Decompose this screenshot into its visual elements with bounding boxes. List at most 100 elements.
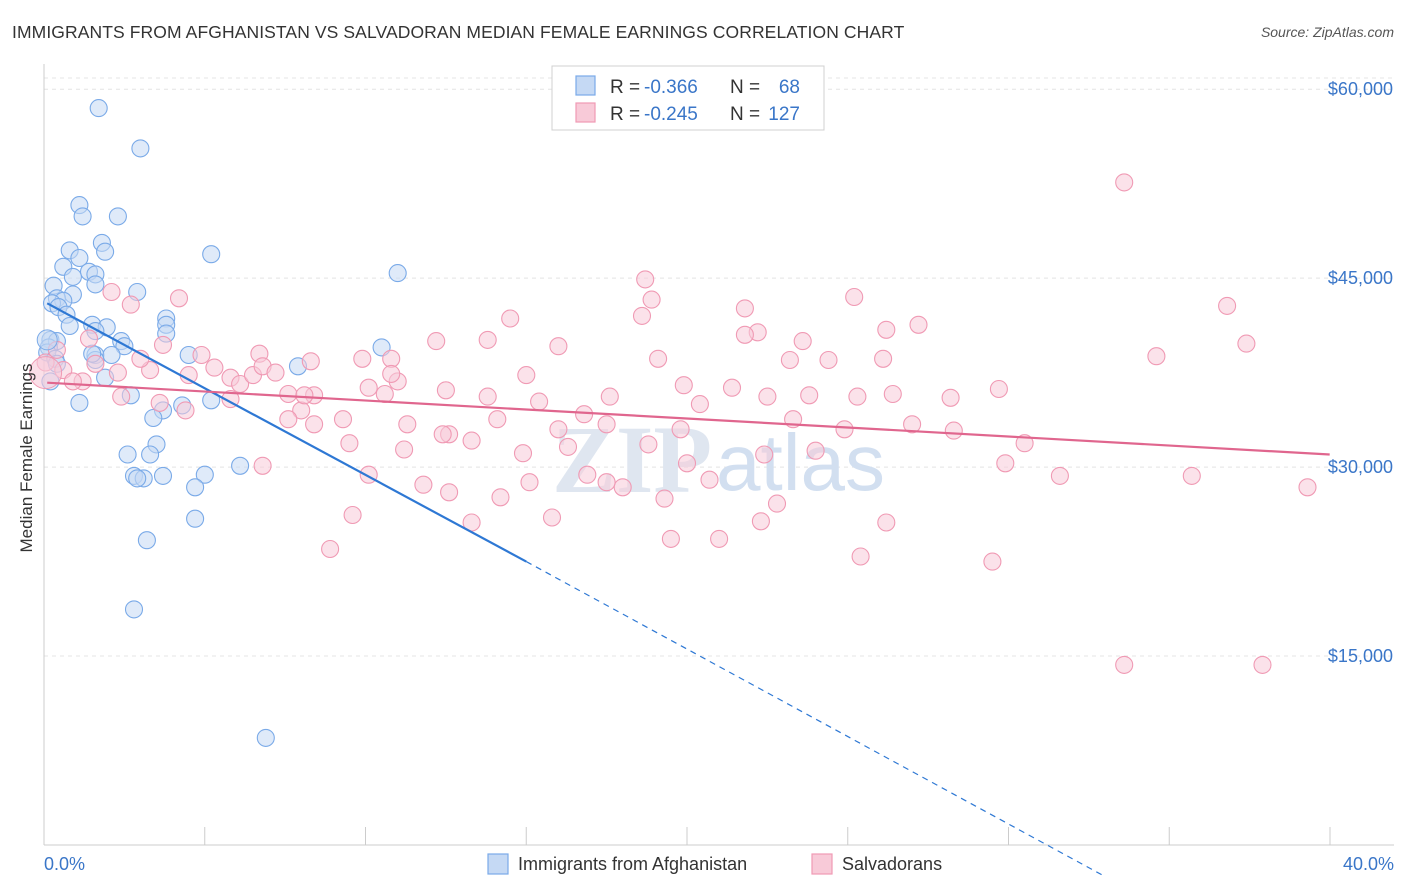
- point-salvadoran: [279, 410, 298, 429]
- point-salvadoran: [597, 473, 616, 492]
- watermark-atlas: atlas: [716, 418, 885, 507]
- point-salvadoran: [63, 372, 82, 391]
- point-afghanistan: [63, 267, 82, 286]
- point-salvadoran: [301, 352, 320, 371]
- point-salvadoran: [903, 415, 922, 434]
- point-salvadoran: [755, 445, 774, 464]
- chart-title: IMMIGRANTS FROM AFGHANISTAN VS SALVADORA…: [12, 22, 905, 42]
- point-afghanistan: [153, 466, 173, 485]
- point-afghanistan: [137, 531, 156, 550]
- point-salvadoran: [169, 289, 189, 308]
- point-salvadoran: [639, 435, 658, 454]
- point-salvadoran: [710, 529, 729, 548]
- axes: [43, 64, 1394, 846]
- point-salvadoran: [176, 401, 195, 420]
- point-salvadoran: [520, 473, 539, 492]
- point-salvadoran: [1253, 655, 1272, 674]
- legend-swatch-afghanistan: [575, 75, 596, 96]
- point-salvadoran: [436, 381, 455, 400]
- point-salvadoran: [613, 478, 632, 497]
- point-salvadoran: [690, 395, 709, 414]
- point-salvadoran: [700, 470, 719, 489]
- point-salvadoran: [661, 529, 680, 548]
- point-salvadoran: [549, 420, 568, 439]
- bottom-legend-label-salvadorans: Salvadorans: [842, 854, 942, 874]
- point-afghanistan-large: [36, 329, 58, 351]
- point-salvadoran: [382, 349, 401, 368]
- point-afghanistan: [195, 465, 214, 484]
- point-salvadoran: [649, 349, 668, 368]
- point-salvadoran: [79, 329, 99, 348]
- point-afghanistan: [231, 456, 250, 475]
- point-salvadoran: [108, 363, 127, 382]
- y-axis-label: Median Female Earnings: [17, 364, 36, 553]
- point-salvadoran: [440, 483, 459, 502]
- point-salvadoran: [848, 387, 867, 406]
- point-salvadoran: [835, 420, 854, 439]
- point-salvadoran: [517, 366, 536, 385]
- point-salvadoran: [340, 434, 359, 453]
- x-tick-label-min: 0.0%: [44, 854, 85, 874]
- point-salvadoran: [735, 325, 754, 344]
- point-salvadoran: [86, 354, 105, 373]
- legend-r-label-1: R =: [610, 77, 640, 98]
- point-salvadoran: [353, 349, 372, 368]
- point-salvadoran: [874, 349, 893, 368]
- point-salvadoran: [1298, 478, 1317, 497]
- point-salvadoran: [179, 366, 198, 385]
- point-salvadoran: [1182, 466, 1201, 485]
- y-tick-label: $45,000: [1328, 268, 1393, 288]
- trend-line-afghanistan-extension: [525, 561, 1106, 878]
- point-salvadoran: [433, 425, 452, 444]
- point-salvadoran: [642, 290, 661, 309]
- point-salvadoran: [112, 387, 131, 406]
- point-salvadoran: [655, 489, 674, 508]
- point-afghanistan: [89, 99, 108, 118]
- point-salvadoran: [192, 345, 211, 365]
- legend-swatch-salvadorans: [575, 102, 596, 123]
- point-salvadoran: [1218, 296, 1237, 315]
- point-salvadoran: [488, 410, 507, 429]
- point-salvadoran: [677, 454, 697, 473]
- point-salvadoran: [558, 437, 578, 456]
- point-salvadoran: [491, 488, 510, 507]
- trend-line-salvadorans: [47, 381, 1330, 456]
- point-salvadoran: [735, 299, 754, 318]
- point-salvadoran: [851, 547, 870, 566]
- point-salvadoran: [767, 494, 787, 513]
- point-salvadoran: [941, 388, 960, 407]
- point-salvadoran: [266, 363, 285, 382]
- point-afghanistan: [60, 316, 79, 336]
- point-salvadoran: [414, 475, 433, 494]
- point-afghanistan: [144, 408, 163, 428]
- point-salvadoran: [636, 270, 655, 289]
- point-salvadoran: [758, 387, 777, 406]
- bottom-legend-swatch-afghanistan: [487, 853, 509, 875]
- point-salvadoran: [674, 376, 693, 395]
- point-salvadoran: [153, 335, 173, 354]
- legend-n-value-2: 127: [768, 104, 800, 125]
- legend-n-label-1: N =: [730, 77, 760, 98]
- point-salvadoran: [398, 415, 417, 434]
- point-salvadoran: [996, 454, 1015, 473]
- x-tick-label-max: 40.0%: [1343, 854, 1394, 874]
- y-tick-labels: $15,000 $30,000 $45,000 $60,000: [1328, 79, 1393, 666]
- point-afghanistan: [70, 248, 89, 268]
- point-salvadoran: [121, 295, 140, 314]
- point-afghanistan: [73, 207, 92, 226]
- point-salvadoran: [395, 440, 414, 459]
- point-salvadoran: [1015, 434, 1034, 453]
- point-salvadoran: [1147, 347, 1166, 366]
- bottom-legend-label-afghanistan: Immigrants from Afghanistan: [518, 854, 747, 874]
- point-salvadoran: [530, 392, 549, 411]
- point-afghanistan: [186, 478, 205, 497]
- point-salvadoran: [909, 315, 928, 334]
- point-salvadoran: [751, 512, 770, 531]
- point-salvadoran: [102, 282, 121, 302]
- point-salvadoran: [983, 552, 1002, 571]
- point-afghanistan: [128, 469, 147, 488]
- x-tick-labels: 0.0% 40.0%: [44, 854, 1394, 874]
- point-salvadoran: [427, 332, 446, 351]
- point-salvadoran: [542, 508, 562, 527]
- point-salvadoran: [478, 330, 497, 349]
